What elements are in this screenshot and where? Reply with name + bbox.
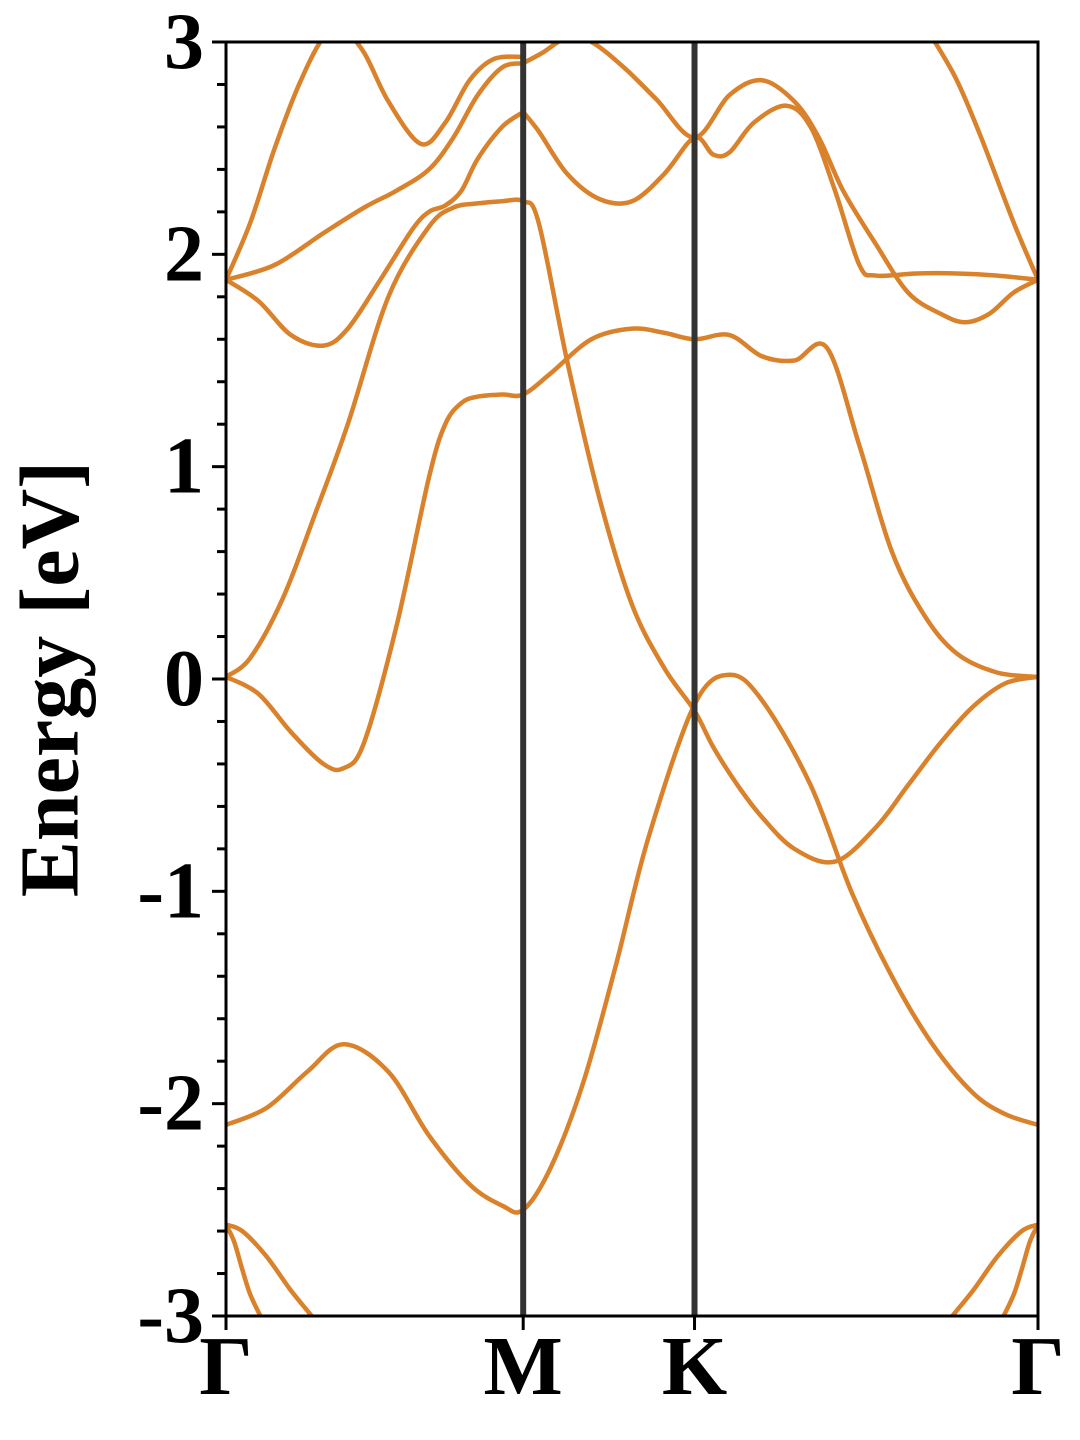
band-line-5	[520, 103, 1038, 283]
x-tick-label: Γ	[1011, 1320, 1064, 1413]
band-line-8	[226, 42, 526, 283]
band-line-2	[226, 197, 1038, 865]
band-line-12	[949, 1222, 1038, 1316]
band-line-13	[1001, 1222, 1038, 1316]
y-tick-label: 1	[164, 423, 204, 511]
band-line-6	[226, 60, 526, 283]
y-tick-label: 3	[164, 0, 204, 86]
y-tick-label: -2	[137, 1060, 204, 1148]
band-line-9	[932, 42, 1038, 283]
series-layer	[226, 42, 1038, 1316]
band-line-4	[226, 109, 526, 349]
y-tick-label: 0	[164, 635, 204, 723]
x-tick-label: K	[662, 1320, 727, 1413]
x-tick-label: Γ	[199, 1320, 252, 1413]
y-tick-label: 2	[164, 210, 204, 298]
y-axis-label: Energy [eV]	[4, 461, 97, 897]
band-line-3	[226, 672, 1038, 1215]
plot-frame	[224, 40, 1040, 1318]
band-line-7	[520, 42, 1038, 325]
band-line-10	[226, 1222, 315, 1316]
y-tick-label: -3	[137, 1272, 204, 1360]
tick-layer: -3 -2 -1 0 1 2 3 Γ M K Γ	[137, 0, 1064, 1413]
band-line-11	[226, 1222, 263, 1316]
vertical-lines-layer	[520, 42, 698, 1316]
y-tick-label: -1	[137, 847, 204, 935]
band-line-1	[226, 326, 1038, 773]
x-tick-label: M	[484, 1320, 563, 1413]
